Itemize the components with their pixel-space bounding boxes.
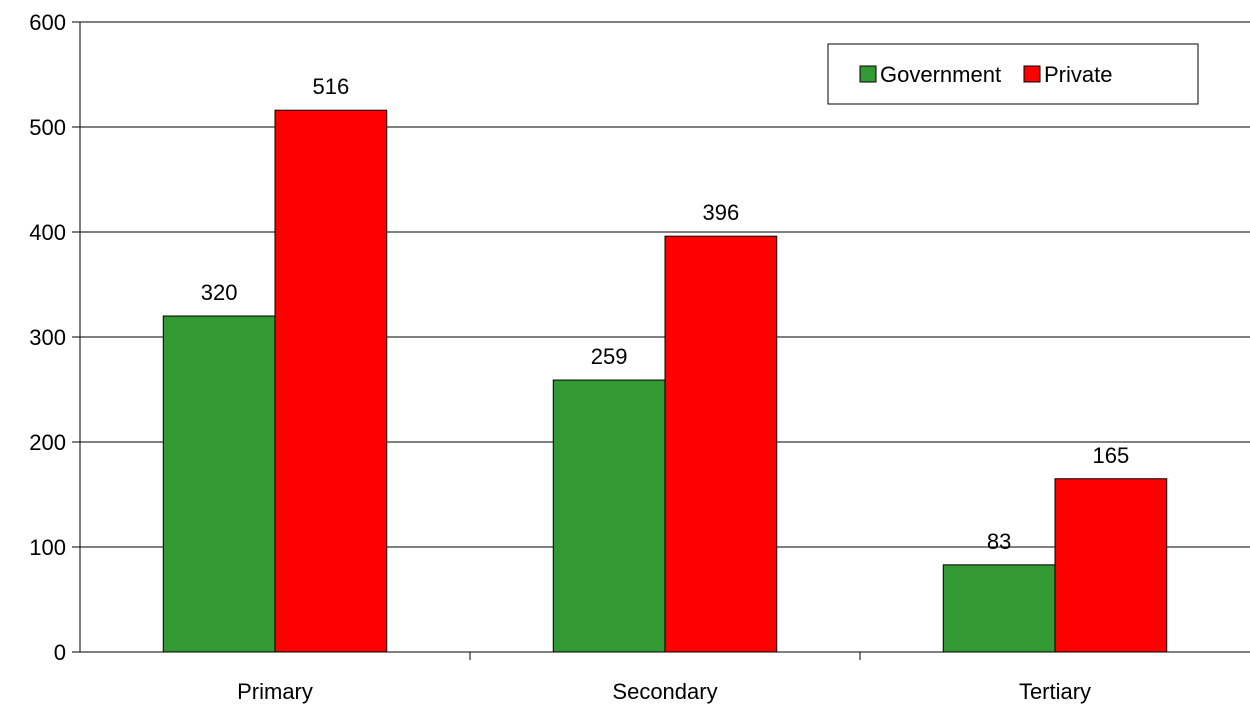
value-labels: 320 516 259 396 83 165 [201,74,1129,554]
legend-swatch-private [1023,65,1041,83]
y-tick-label: 100 [29,535,66,560]
legend-box [827,43,1199,105]
y-tick-label: 400 [29,220,66,245]
y-axis-ticks: 0 100 200 300 400 500 600 [29,10,80,665]
bar-private-primary [274,109,388,653]
legend-label-government: Government [880,62,1001,87]
data-label: 516 [313,74,350,99]
bar-government-tertiary [942,564,1056,653]
data-label: 320 [201,280,238,305]
data-label: 396 [703,200,740,225]
bar-government-secondary [552,379,666,653]
y-tick-label: 0 [54,640,66,665]
legend: Government Private [827,43,1199,105]
bar-private-tertiary [1054,478,1168,653]
y-tick-label: 200 [29,430,66,455]
data-label: 165 [1093,443,1130,468]
x-category-label: Tertiary [1019,679,1091,704]
x-category-label: Secondary [612,679,717,704]
data-label: 83 [987,529,1011,554]
data-label: 259 [591,344,628,369]
y-tick-label: 500 [29,115,66,140]
legend-label-private: Private [1044,62,1112,87]
x-axis-categories: Primary Secondary Tertiary [237,679,1091,704]
bar-government-primary [162,315,276,653]
bars [162,109,1168,653]
y-tick-label: 300 [29,325,66,350]
y-tick-label: 600 [29,10,66,35]
legend-swatch-government [859,65,877,83]
bar-private-secondary [664,235,778,653]
x-category-label: Primary [237,679,313,704]
